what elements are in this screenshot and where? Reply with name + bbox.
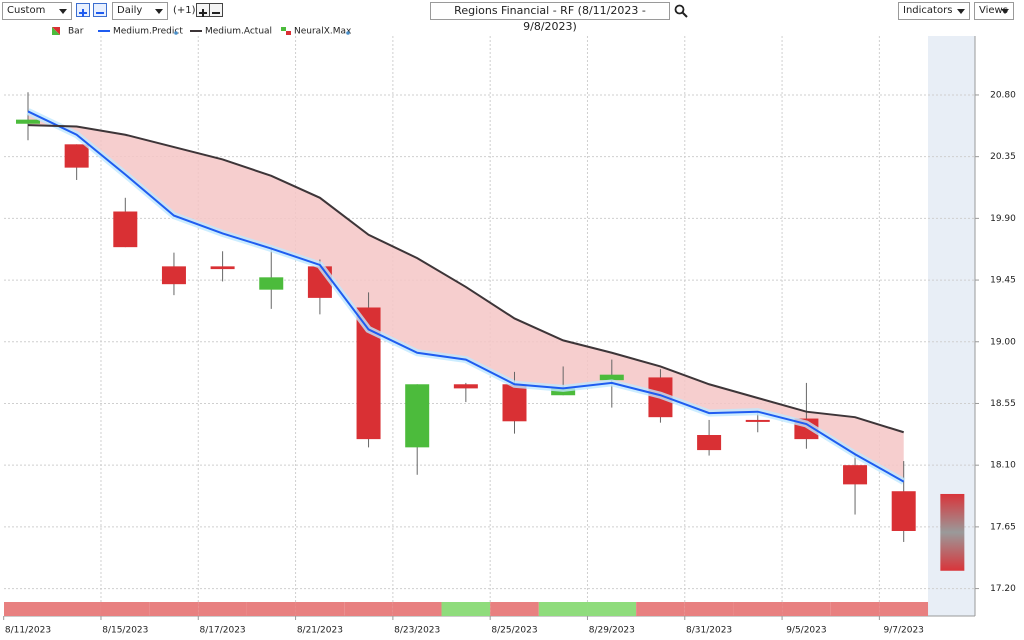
candle-body xyxy=(891,491,916,531)
x-tick-label: 8/29/2023 xyxy=(589,626,635,636)
candle-body xyxy=(356,307,381,440)
search-icon[interactable] xyxy=(674,3,688,22)
x-tick-label: 8/23/2023 xyxy=(394,626,440,636)
signal-cell xyxy=(538,602,588,616)
y-tick-label: 19.45 xyxy=(990,276,1016,286)
line xyxy=(27,124,904,434)
y-tick-label: 19.00 xyxy=(990,337,1016,347)
y-tick-label: 18.55 xyxy=(990,399,1016,409)
legend-dot xyxy=(174,31,178,35)
candle-body xyxy=(794,418,819,440)
y-tick-label: 17.20 xyxy=(990,584,1016,594)
candle-body xyxy=(502,384,527,422)
legend-label: NeuralX.Max xyxy=(294,27,352,37)
x-tick-label: 8/31/2023 xyxy=(686,626,732,636)
y-tick-label: 18.10 xyxy=(990,461,1016,471)
signal-cell xyxy=(100,602,150,616)
signal-cell xyxy=(295,602,345,616)
x-tick-label: 8/25/2023 xyxy=(491,626,537,636)
candle-body xyxy=(307,266,332,298)
interval-select[interactable]: Daily xyxy=(112,2,168,20)
indicators-select[interactable]: Indicators xyxy=(898,2,970,20)
signal-cell xyxy=(490,602,539,616)
x-tick-label: 8/11/2023 xyxy=(5,626,51,636)
y-tick-label: 19.90 xyxy=(990,214,1016,224)
symbol-title[interactable]: Regions Financial - RF (8/11/2023 - 9/8/… xyxy=(430,2,670,33)
signal-cell xyxy=(879,602,929,616)
x-tick-label: 9/7/2023 xyxy=(883,626,923,636)
signal-cell xyxy=(684,602,734,616)
candle-body xyxy=(16,119,40,124)
signal-cell xyxy=(587,602,637,616)
signal-cell xyxy=(392,602,442,616)
candle-body xyxy=(259,277,284,290)
candle-body xyxy=(648,377,673,418)
line xyxy=(27,110,905,483)
signal-cell xyxy=(4,602,53,616)
candle-body xyxy=(551,388,576,396)
spread-fill xyxy=(28,111,904,482)
candle-body xyxy=(453,384,478,389)
signal-cell xyxy=(149,602,199,616)
signal-cell xyxy=(198,602,247,616)
candle-body xyxy=(843,465,868,485)
x-tick-label: 8/15/2023 xyxy=(102,626,148,636)
legend-icon xyxy=(281,27,286,31)
offset-label: (+1) xyxy=(173,5,196,16)
x-tick-label: 9/5/2023 xyxy=(786,626,826,636)
candle-body xyxy=(745,419,770,422)
forecast-zone xyxy=(928,36,975,616)
x-tick-label: 8/21/2023 xyxy=(297,626,343,636)
range-select[interactable]: Custom xyxy=(2,2,72,20)
views-select[interactable]: Views xyxy=(974,2,1014,20)
legend-label: Medium.Predict xyxy=(113,27,183,37)
signal-cell xyxy=(733,602,783,616)
y-tick-label: 20.80 xyxy=(990,90,1016,100)
y-tick-label: 17.65 xyxy=(990,522,1016,532)
zoom-in[interactable] xyxy=(76,3,90,17)
legend-icon xyxy=(52,27,60,35)
candle-body xyxy=(113,211,138,248)
y-tick-label: 20.35 xyxy=(990,152,1016,162)
signal-cell xyxy=(344,602,393,616)
signal-cell xyxy=(636,602,685,616)
signal-cell xyxy=(830,602,880,616)
candle-body xyxy=(697,435,722,451)
candle-body xyxy=(210,266,235,270)
offset-minus[interactable] xyxy=(209,3,223,17)
legend-icon xyxy=(52,27,60,35)
signal-cell xyxy=(782,602,831,616)
legend-dot xyxy=(346,31,350,35)
candle-body xyxy=(161,266,186,285)
line-glow xyxy=(26,108,906,485)
forecast-range xyxy=(940,493,965,571)
candle-body xyxy=(405,384,430,448)
signal-cell xyxy=(441,602,491,616)
legend-icon xyxy=(286,31,291,35)
legend-label: Medium.Actual xyxy=(205,27,272,37)
signal-cell xyxy=(246,602,296,616)
zoom-out[interactable] xyxy=(93,3,107,17)
candle-body xyxy=(64,144,89,168)
x-tick-label: 8/17/2023 xyxy=(200,626,246,636)
offset-plus[interactable] xyxy=(196,3,210,17)
candle-body xyxy=(599,374,624,381)
signal-cell xyxy=(52,602,101,616)
legend-label: Bar xyxy=(68,27,84,37)
